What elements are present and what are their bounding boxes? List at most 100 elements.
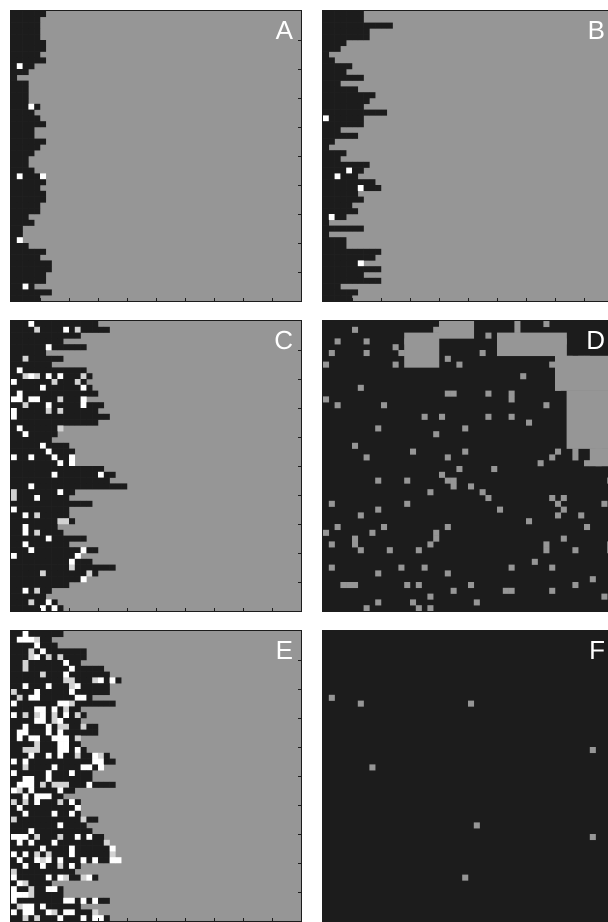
lattice-cell [11,127,18,134]
lattice-cell [63,822,70,829]
lattice-cell [16,793,23,800]
lattice-cell [40,529,47,536]
lattice-cell [103,326,110,333]
lattice-cell [328,109,335,116]
lattice-cell [40,810,47,817]
lattice-cell [16,28,23,35]
lattice-cell [51,425,58,432]
lattice-cell [16,570,23,577]
lattice-cell [57,631,64,638]
lattice-cell [28,454,35,461]
lattice-cell [11,51,18,58]
lattice-cell [34,51,41,58]
lattice-cell [323,214,330,221]
grey-region [589,448,608,467]
lattice-cell [340,63,347,70]
lattice-cell [74,332,81,339]
lattice-cell [40,781,47,788]
lattice-cell [40,396,47,403]
lattice-cell [346,161,353,168]
lattice-cell [28,419,35,426]
lattice-cell [22,272,29,279]
lattice-cell [28,834,35,841]
lattice-cell [63,408,70,415]
lattice-cell [28,909,35,916]
lattice-cell [334,167,341,174]
lattice-cell [340,225,347,232]
lattice-cell [74,321,81,328]
lattice-cell [74,390,81,397]
lattice-cell [74,547,81,554]
lattice-cell [16,741,23,748]
lattice-cell [357,115,364,122]
lattice-cell [352,254,359,261]
lattice-cell [40,735,47,742]
lattice-cell [340,161,347,168]
y-tick [298,69,301,70]
lattice-cell [328,179,335,186]
lattice-cell [63,839,70,846]
lattice-cell [80,851,87,858]
lattice-cell [22,11,29,18]
lattice-cell [11,758,18,765]
lattice-cell [28,28,35,35]
lattice-cell [334,248,341,255]
lattice-cell [340,22,347,29]
lattice-cell [11,828,18,835]
lattice-cell [444,355,451,362]
lattice-cell [22,741,29,748]
lattice-cell [334,254,341,261]
lattice-cell [11,384,18,391]
lattice-cell [16,489,23,496]
lattice-cell [16,127,23,134]
lattice-cell [328,541,335,548]
lattice-cell [63,851,70,858]
lattice-cell [11,822,18,829]
lattice-cell [28,121,35,128]
lattice-cell [375,109,382,116]
lattice-cell [16,173,23,180]
x-tick [439,918,440,921]
lattice-cell [16,379,23,386]
lattice-cell [346,167,353,174]
lattice-cell [69,344,76,351]
lattice-cell [51,712,58,719]
panel-d-label: D [586,325,605,355]
lattice-cell [28,321,35,328]
lattice-cell [74,764,81,771]
lattice-cell [16,752,23,759]
lattice-cell [51,570,58,577]
lattice-cell [40,723,47,730]
lattice-cell [28,564,35,571]
lattice-cell [410,448,417,455]
lattice-cell [346,185,353,192]
lattice-cell [450,390,457,397]
lattice-cell [357,225,364,232]
lattice-cell [57,413,64,420]
lattice-cell [28,605,35,611]
lattice-cell [468,700,475,707]
lattice-cell [98,781,105,788]
lattice-cell [11,80,18,87]
lattice-cell [444,390,451,397]
lattice-cell [28,390,35,397]
lattice-cell [28,483,35,490]
lattice-cell [22,857,29,864]
lattice-cell [34,683,41,690]
lattice-cell [63,466,70,473]
lattice-cell [69,564,76,571]
lattice-cell [40,660,47,667]
lattice-cell [69,547,76,554]
y-tick [298,718,301,719]
lattice-cell [80,712,87,719]
lattice-cell [57,863,64,870]
lattice-cell [16,689,23,696]
lattice-cell [98,477,105,484]
lattice-cell [28,402,35,409]
lattice-cell [57,706,64,713]
lattice-cell [28,144,35,151]
lattice-cell [386,547,393,554]
lattice-cell [51,547,58,554]
lattice-cell [28,529,35,536]
lattice-cell [11,419,18,426]
